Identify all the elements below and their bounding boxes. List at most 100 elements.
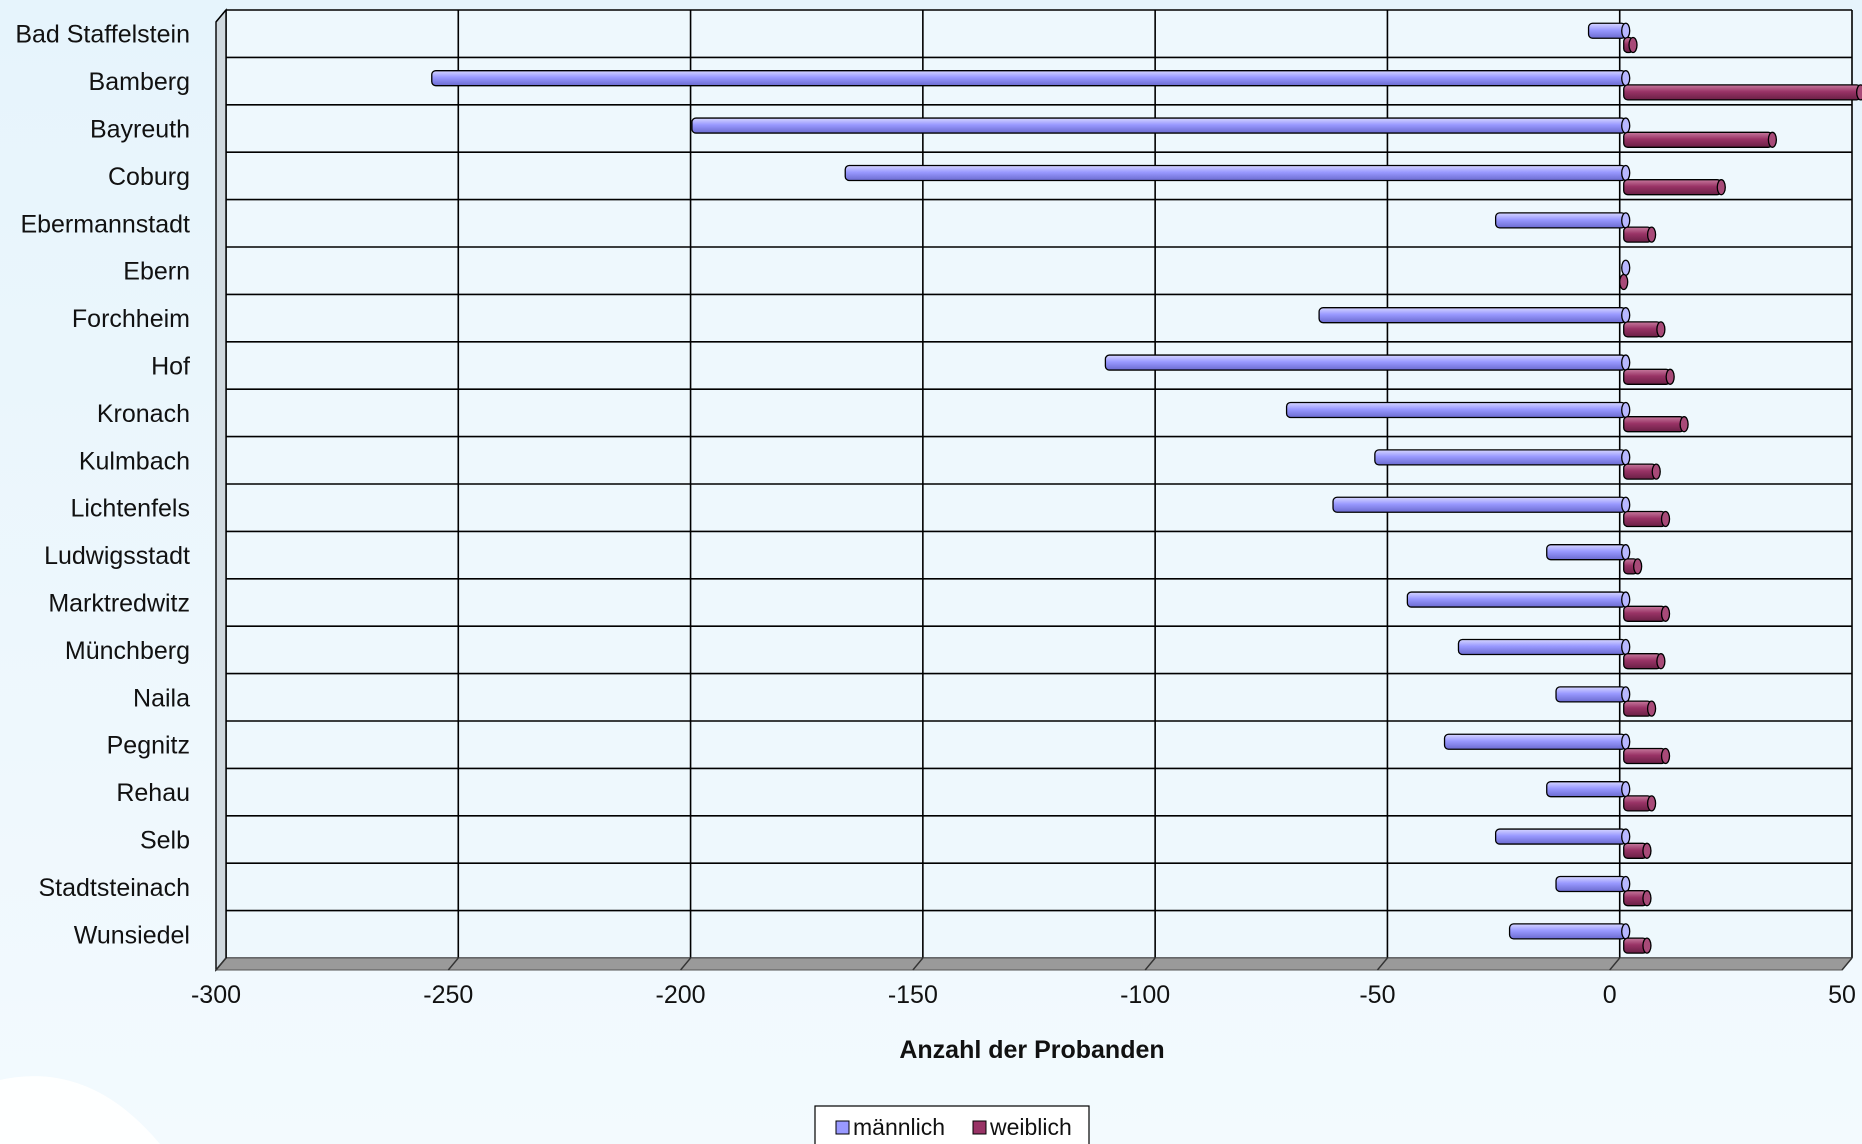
bar-weiblich-cap — [1642, 842, 1652, 859]
bar-maennlich-body — [1555, 686, 1627, 703]
bar-weiblich — [1623, 700, 1657, 717]
bar-weiblich — [1619, 273, 1629, 291]
tick-mark — [1376, 957, 1388, 971]
tick-mark — [680, 957, 692, 971]
bar-weiblich-body — [1623, 321, 1662, 338]
bar-weiblich — [1623, 463, 1661, 480]
bar-maennlich-cap — [1621, 733, 1631, 750]
bar-weiblich-cap — [1646, 795, 1657, 812]
bar-maennlich — [1587, 22, 1631, 39]
bar-weiblich-body — [1623, 747, 1667, 765]
x-tick-label: -300 — [191, 981, 241, 1009]
bar-maennlich-body — [1555, 875, 1627, 893]
bar-maennlich-cap — [1621, 496, 1631, 513]
plot-floor — [214, 957, 1854, 971]
legend-swatch-weiblich — [972, 1120, 987, 1135]
bar-maennlich-body — [431, 70, 1627, 87]
bar-maennlich — [1555, 686, 1631, 703]
bar-weiblich-cap — [1767, 131, 1778, 148]
plot-left-wall — [215, 8, 227, 972]
bar-weiblich — [1623, 36, 1638, 54]
bar-maennlich-body — [1332, 496, 1627, 513]
tick-labels: -300 -250 -200 -150 -100 -50 0 50 — [191, 981, 1856, 1009]
tick-mark — [447, 957, 459, 971]
bar-weiblich-cap — [1660, 747, 1671, 765]
bar-weiblich-body — [1623, 653, 1662, 670]
category-label: Pegnitz — [107, 732, 190, 760]
bar-weiblich — [1623, 321, 1666, 338]
bar-maennlich-body — [1494, 212, 1627, 229]
bar-weiblich-cap — [1642, 937, 1652, 954]
category-label: Lichtenfels — [70, 495, 190, 523]
legend: männlich weiblich — [814, 1105, 1090, 1144]
category-label: Kronach — [97, 400, 190, 428]
category-label: Hof — [151, 353, 190, 381]
bar-weiblich-cap — [1716, 179, 1726, 196]
bar-weiblich — [1623, 890, 1652, 907]
bar-weiblich — [1623, 842, 1652, 859]
bar-weiblich — [1623, 179, 1726, 196]
axes — [214, 8, 1854, 972]
bar-weiblich-cap — [1656, 321, 1666, 338]
category-label: Ebermannstadt — [20, 210, 190, 238]
category-label: Selb — [140, 827, 190, 855]
category-label: Münchberg — [65, 637, 190, 665]
category-label: Ludwigsstadt — [44, 542, 190, 570]
tick-mark — [215, 957, 227, 971]
bar-maennlich-body — [691, 117, 1627, 134]
bar-maennlich — [1406, 591, 1631, 608]
bar-weiblich — [1623, 558, 1643, 575]
bar-weiblich-cap — [1665, 368, 1675, 385]
bar-weiblich-cap — [1651, 463, 1661, 480]
bar-maennlich-cap — [1621, 686, 1631, 703]
bar-weiblich — [1623, 937, 1652, 954]
category-label: Kulmbach — [79, 447, 190, 475]
bar-maennlich-cap — [1621, 638, 1631, 656]
bar-maennlich-body — [1285, 401, 1627, 419]
bar-maennlich — [1555, 875, 1631, 893]
tick-mark — [1144, 957, 1156, 971]
bar-maennlich — [1494, 828, 1631, 845]
bar-maennlich — [1546, 544, 1631, 561]
legend-label-maennlich: männlich — [853, 1114, 945, 1140]
category-label: Naila — [133, 684, 190, 712]
bar-weiblich-body — [1623, 179, 1722, 196]
x-tick-label: 50 — [1828, 981, 1856, 1009]
bar-maennlich-body — [844, 164, 1627, 182]
bar-maennlich-body — [1318, 307, 1627, 324]
bar-weiblich-cap — [1646, 700, 1657, 717]
legend-label-weiblich: weiblich — [989, 1114, 1072, 1140]
bar-maennlich-cap — [1621, 22, 1631, 39]
bar-maennlich — [1494, 212, 1631, 229]
bar-weiblich-body — [1623, 463, 1657, 480]
bar-maennlich-cap — [1621, 781, 1631, 798]
bar-maennlich-cap — [1621, 828, 1631, 845]
bar-weiblich — [1623, 84, 1862, 101]
bar-maennlich-body — [1457, 638, 1627, 656]
bar-weiblich-cap — [1646, 226, 1657, 243]
tick-mark — [1609, 957, 1621, 971]
bars — [431, 22, 1862, 954]
bar-maennlich-cap — [1621, 259, 1631, 276]
bar-maennlich — [844, 164, 1631, 182]
bar-weiblich-body — [1623, 84, 1862, 101]
bar-maennlich-body — [1494, 828, 1627, 845]
bar-weiblich-cap — [1642, 890, 1652, 907]
bar-weiblich-cap — [1633, 558, 1643, 575]
category-label: Rehau — [116, 779, 190, 807]
x-tick-label: -150 — [888, 981, 938, 1009]
bar-maennlich-cap — [1621, 875, 1631, 893]
bar-maennlich — [1332, 496, 1631, 513]
x-tick-label: -100 — [1120, 981, 1170, 1009]
tick-mark — [912, 957, 924, 971]
bar-weiblich-cap — [1660, 510, 1671, 528]
category-label: Wunsiedel — [74, 921, 190, 949]
bar-weiblich-body — [1623, 510, 1667, 528]
bar-maennlich — [1374, 449, 1631, 466]
bar-maennlich-cap — [1621, 117, 1631, 134]
category-label: Bamberg — [89, 68, 190, 96]
bar-maennlich — [1285, 401, 1631, 419]
bar-maennlich — [431, 70, 1631, 87]
bar-weiblich — [1623, 605, 1671, 622]
